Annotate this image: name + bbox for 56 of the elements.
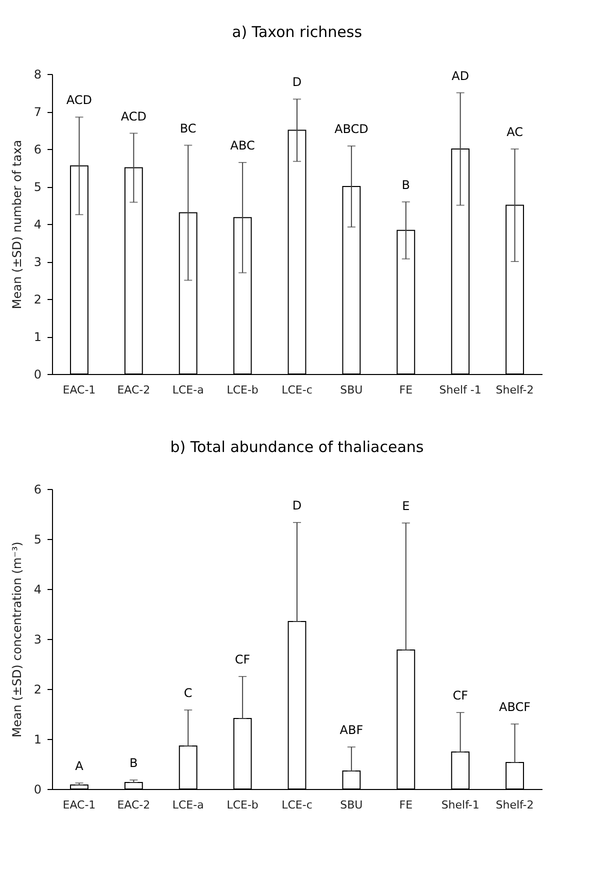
y-tick-label: 1 [34,330,42,344]
y-tick-label: 2 [34,682,42,696]
y-tick-label: 3 [34,255,42,269]
y-tick-label: 6 [34,142,42,156]
y-tick-label: 6 [34,482,42,496]
annotation: ACD [120,109,146,124]
annotation: CF [234,652,250,666]
annotation: E [402,499,410,513]
y-tick-label: 2 [34,292,42,306]
x-tick-label: Shelf -1 [439,384,482,396]
x-tick-label: EAC-1 [62,798,96,812]
x-tick-label: Shelf-2 [496,384,534,396]
annotation: C [184,686,192,700]
annotation: BC [180,121,196,136]
annotation: ABF [340,723,364,737]
y-axis-title: Mean (±SD) concentration (m⁻³) [10,542,24,738]
x-tick-label: LCE-c [282,384,312,396]
y-tick-label: 3 [34,632,42,646]
x-tick-label: Shelf-1 [441,798,480,812]
x-tick-label: LCE-b [226,384,258,396]
annotation: A [75,759,84,773]
x-tick-label: EAC-2 [117,384,150,396]
x-tick-label: LCE-c [282,798,312,812]
y-tick-label: 1 [34,732,42,746]
x-tick-label: FE [399,384,413,396]
annotation: B [130,756,138,770]
chart-title: b) Total abundance of thaliaceans [170,438,424,456]
y-axis-title: Mean (±SD) number of taxa [10,140,24,310]
y-tick-label: 5 [34,180,42,194]
chart-title: a) Taxon richness [232,23,362,41]
y-tick-label: 4 [34,218,42,232]
annotation: ABC [230,138,255,152]
x-tick-label: LCE-a [172,384,204,396]
y-tick-label: 7 [34,105,42,119]
x-tick-label: EAC-1 [62,384,96,396]
x-tick-label: SBU [340,384,363,396]
x-tick-label: LCE-b [226,798,258,812]
x-tick-label: EAC-2 [117,798,150,812]
y-tick-label: 4 [34,582,42,596]
annotation: B [402,178,410,192]
y-tick-label: 5 [34,532,42,546]
annotation: D [292,75,302,90]
y-tick-label: 0 [34,368,42,382]
x-tick-label: FE [399,798,413,812]
annotation: AC [506,125,523,139]
annotation: ABCD [334,122,368,136]
annotation: CF [452,688,468,702]
y-tick-label: 8 [34,68,42,82]
y-tick-label: 0 [34,782,42,796]
annotation: ABCF [499,700,531,714]
annotation: D [292,498,302,512]
x-tick-label: Shelf-2 [496,798,534,812]
x-tick-label: SBU [340,798,363,812]
x-tick-label: LCE-a [172,798,204,812]
annotation: ACD [66,93,92,108]
annotation: AD [452,68,470,83]
